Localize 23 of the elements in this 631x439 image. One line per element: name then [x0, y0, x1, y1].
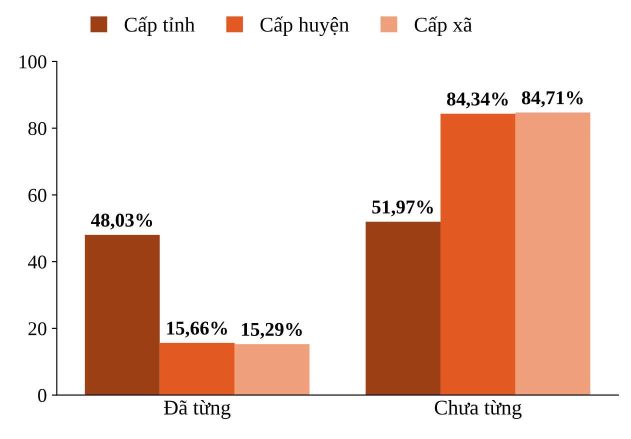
- y-tick-label: 40: [28, 255, 46, 269]
- legend-label: Cấp huyện: [260, 16, 349, 36]
- data-label: 15,29%: [242, 322, 302, 339]
- y-tick-label: 100: [20, 55, 46, 68]
- data-label: 84,34%: [447, 92, 508, 108]
- bar: [160, 342, 235, 396]
- bar: [366, 222, 441, 396]
- legend-label: Cấp tỉnh: [124, 16, 195, 36]
- y-tick-label: 20: [28, 322, 46, 336]
- x-tick-label: Chưa từng: [434, 400, 522, 419]
- data-label: 51,97%: [372, 200, 433, 216]
- legend-label: Cấp xã: [414, 16, 472, 36]
- bar: [234, 344, 310, 396]
- y-tick-label: 0: [38, 388, 46, 402]
- bar: [84, 234, 160, 396]
- bar: [440, 114, 516, 396]
- y-tick-label: 60: [28, 188, 46, 202]
- y-tick-label: 80: [28, 122, 46, 136]
- x-tick-label: Đã từng: [164, 400, 230, 419]
- bar: [515, 112, 590, 396]
- data-label: 84,71%: [522, 91, 583, 108]
- data-label: 15,66%: [167, 322, 227, 338]
- data-label: 48,03%: [90, 214, 152, 230]
